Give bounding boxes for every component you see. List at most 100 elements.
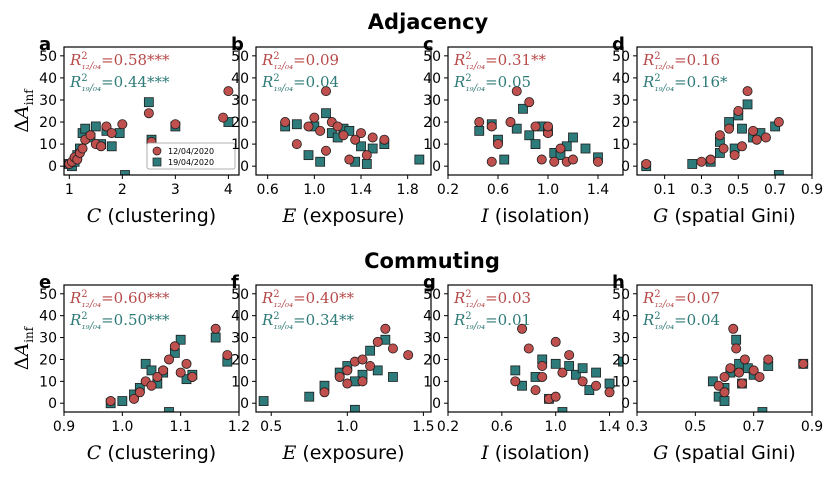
- data-point-square: [304, 391, 315, 402]
- data-point-square: [499, 154, 510, 165]
- axes-frame: [636, 284, 813, 413]
- x-tick-label: 1.4: [587, 182, 609, 198]
- legend-marker-square: [152, 157, 162, 167]
- r2-text-b: R2 ₁₉/₀₄=0.16*: [642, 73, 728, 94]
- r2-annotation-b: R2 ₁₉/₀₄=0.01: [453, 311, 531, 332]
- r2-annotation-a: R2 ₁₂/₀₄=0.40**: [261, 289, 355, 310]
- data-point-square: [365, 345, 376, 356]
- r2-text-a: R2 ₁₂/₀₄=0.60***: [69, 289, 170, 310]
- data-point-circle: [549, 156, 560, 167]
- y-tick-label: 50: [231, 49, 249, 65]
- data-point-square: [388, 372, 398, 382]
- data-point-circle: [320, 86, 331, 97]
- legend-label-12-04: 12/04/2020: [168, 147, 214, 156]
- y-tick-label: 30: [423, 93, 441, 109]
- x-tick-label: 0.9: [53, 419, 75, 435]
- data-points: [64, 86, 234, 175]
- y-axis-label: ΔAinf: [11, 88, 36, 133]
- x-tick-label: 1.4: [598, 419, 620, 435]
- data-point-circle: [320, 145, 331, 156]
- axes-frame: [255, 284, 432, 413]
- data-point-circle: [315, 125, 326, 136]
- x-tick-label: 0.9: [801, 419, 823, 435]
- panel-e: e 0.9 1.0 1.1 1.2 0 10 20 30 40 50 R2 ₁₂/₀₄=0.60***R…: [11, 272, 250, 464]
- data-point-circle: [536, 154, 547, 165]
- data-point-square: [175, 334, 186, 345]
- data-point-square: [146, 365, 157, 376]
- data-point-circle: [372, 336, 383, 347]
- data-point-square: [570, 369, 581, 380]
- r2-text-a: R2 ₁₂/₀₄=0.58***: [69, 51, 170, 72]
- y-tick-label: 20: [39, 352, 57, 368]
- data-point-square: [140, 358, 151, 369]
- x-tick-label: 0.7: [743, 419, 765, 435]
- data-point-circle: [105, 396, 116, 407]
- y-tick-label: 40: [612, 309, 630, 325]
- data-point-circle: [550, 391, 561, 402]
- y-tick-label: 40: [423, 71, 441, 87]
- data-point-square: [372, 365, 383, 376]
- legend-box: [146, 142, 236, 170]
- y-tick-label: 50: [39, 49, 57, 65]
- data-point-circle: [564, 350, 575, 361]
- data-point-square: [90, 121, 101, 132]
- y-tick-label: 10: [612, 137, 630, 153]
- data-point-square: [474, 125, 485, 136]
- panel-letter-c: c: [423, 34, 434, 55]
- data-point-circle: [604, 387, 615, 398]
- x-tick-label: 0.6: [487, 182, 509, 198]
- data-point-circle: [152, 371, 163, 382]
- data-point-circle: [163, 354, 174, 365]
- data-point-circle: [338, 130, 349, 141]
- x-tick-label: 1: [65, 182, 74, 198]
- data-point-square: [687, 159, 698, 169]
- data-point-square: [106, 141, 117, 152]
- data-point-circle: [134, 387, 145, 398]
- data-point-circle: [705, 154, 716, 165]
- data-point-square: [580, 143, 591, 154]
- y-tick-label: 40: [39, 309, 57, 325]
- data-point-square: [291, 119, 302, 130]
- r2-text-a: R2 ₁₂/₀₄=0.40**: [261, 289, 355, 310]
- data-points: [641, 86, 784, 175]
- y-tick-label: 0: [48, 159, 57, 175]
- r2-annotation-b: R2 ₁₉/₀₄=0.05: [453, 73, 531, 94]
- x-tick-label: 1.0: [303, 182, 325, 198]
- panel-letter-h: h: [612, 272, 625, 293]
- data-point-circle: [169, 341, 180, 352]
- data-point-circle: [223, 86, 234, 97]
- data-point-circle: [734, 367, 745, 378]
- y-tick-label: 0: [432, 159, 441, 175]
- data-point-circle: [696, 156, 707, 167]
- data-points: [280, 86, 425, 169]
- y-tick-label: 40: [423, 309, 441, 325]
- data-point-square: [550, 358, 561, 369]
- axes-frame: [63, 284, 240, 413]
- data-point-circle: [303, 121, 314, 132]
- x-tick-label: 1.4: [350, 182, 372, 198]
- data-point-circle: [332, 121, 343, 132]
- data-point-circle: [77, 143, 88, 154]
- section-title-commuting: Commuting: [364, 249, 500, 273]
- panel-letter-b: b: [231, 34, 244, 55]
- r2-text-a: R2 ₁₂/₀₄=0.31**: [453, 51, 547, 72]
- y-tick-label: 30: [39, 93, 57, 109]
- data-point-circle: [187, 371, 198, 382]
- y-tick-label: 10: [39, 137, 57, 153]
- data-point-circle: [85, 130, 96, 141]
- data-point-circle: [158, 365, 169, 376]
- data-point-circle: [106, 128, 117, 139]
- data-point-circle: [505, 117, 516, 128]
- axes-frame: [447, 284, 624, 413]
- data-point-circle: [593, 156, 604, 167]
- data-point-square: [524, 130, 535, 141]
- r2-annotation-a: R2 ₁₂/₀₄=0.60***: [69, 289, 170, 310]
- r2-text-a: R2 ₁₂/₀₄=0.16: [642, 51, 720, 72]
- data-point-circle: [550, 336, 561, 347]
- x-tick-label: 1.0: [111, 419, 133, 435]
- r2-annotation-a: R2 ₁₂/₀₄=0.07: [642, 289, 720, 310]
- data-point-circle: [773, 117, 784, 128]
- data-point-square: [591, 367, 601, 378]
